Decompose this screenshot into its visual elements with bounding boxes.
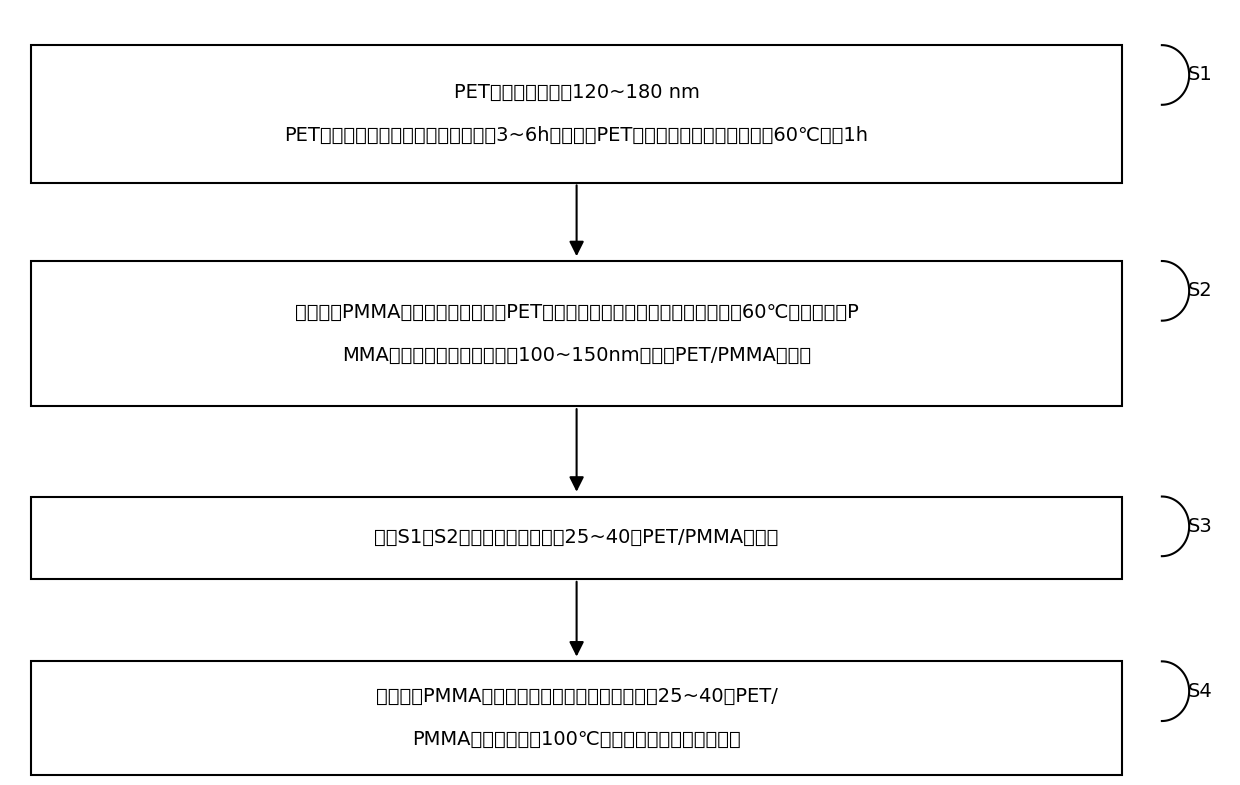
Text: S4: S4 bbox=[1188, 681, 1213, 701]
Text: S2: S2 bbox=[1188, 281, 1213, 301]
FancyBboxPatch shape bbox=[31, 46, 1122, 183]
FancyBboxPatch shape bbox=[31, 661, 1122, 776]
Text: 按照镀有PMMA复合膜一侧向上或向下的方式叠加25~40组PET/: 按照镀有PMMA复合膜一侧向上或向下的方式叠加25~40组PET/ bbox=[376, 687, 777, 706]
FancyBboxPatch shape bbox=[31, 497, 1122, 579]
Text: S1: S1 bbox=[1188, 65, 1213, 85]
Text: 重复S1和S2步骤操作过程，得到25~40组PET/PMMA复合膜: 重复S1和S2步骤操作过程，得到25~40组PET/PMMA复合膜 bbox=[374, 528, 779, 547]
Text: PET膜的预处理：以120~180 nm: PET膜的预处理：以120~180 nm bbox=[454, 82, 699, 102]
Text: MMA树脂膜，控制膜层厚度为100~150nm，得到PET/PMMA复合膜: MMA树脂膜，控制膜层厚度为100~150nm，得到PET/PMMA复合膜 bbox=[342, 345, 811, 365]
Text: 涂镀改性PMMA树脂膜：在预处理后PET膜一侧涂镀氟硅改性甲基丙烯酸乳液，60℃固化成改性P: 涂镀改性PMMA树脂膜：在预处理后PET膜一侧涂镀氟硅改性甲基丙烯酸乳液，60℃… bbox=[295, 302, 858, 322]
FancyBboxPatch shape bbox=[31, 261, 1122, 407]
Text: PMMA复合膜，并于100℃热挤压成多层光干涉炫彩膜: PMMA复合膜，并于100℃热挤压成多层光干涉炫彩膜 bbox=[412, 730, 742, 750]
Text: PET膜为基材，将其浸渍于预处理液中3~6h，以封闭PET膜表面不规则微孔和缺陷，60℃干燥1h: PET膜为基材，将其浸渍于预处理液中3~6h，以封闭PET膜表面不规则微孔和缺陷… bbox=[285, 126, 868, 145]
Text: S3: S3 bbox=[1188, 517, 1213, 536]
